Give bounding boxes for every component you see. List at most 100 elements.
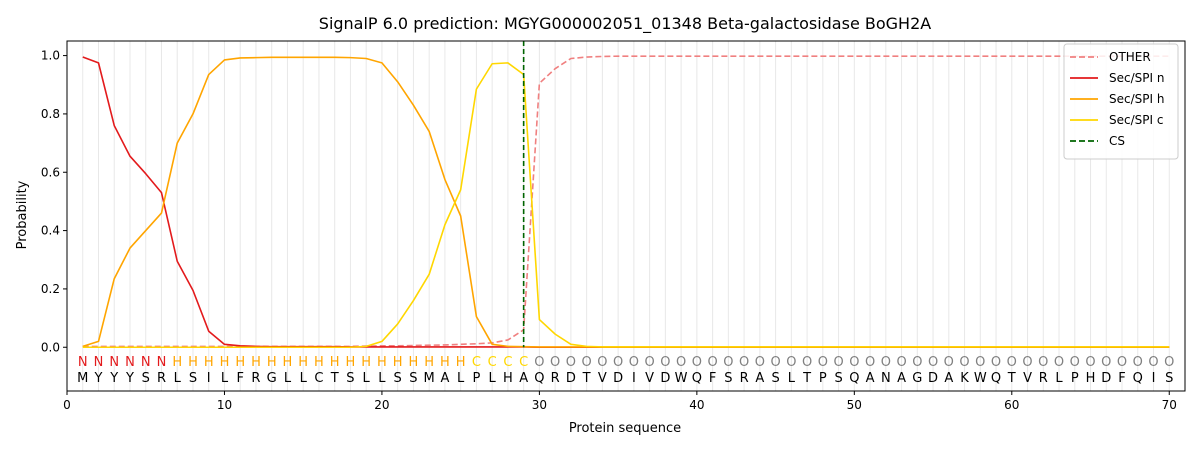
region-label: O [1054, 355, 1064, 370]
region-label: H [330, 355, 340, 370]
y-tick-label: 0.0 [41, 340, 60, 354]
residue-label: Y [94, 371, 103, 386]
residue-label: V [598, 371, 607, 386]
legend-box [1063, 43, 1179, 160]
plot-frame [66, 40, 1186, 392]
region-label: H [424, 355, 434, 370]
residue-label: L [300, 371, 308, 386]
region-label: O [959, 355, 969, 370]
region-label: O [1117, 355, 1127, 370]
residue-label: L [378, 371, 386, 386]
region-label: H [298, 355, 308, 370]
region-label: H [456, 355, 466, 370]
region-label: H [346, 355, 356, 370]
region-label: O [849, 355, 859, 370]
region-label: C [488, 355, 497, 370]
residue-label: Q [534, 371, 544, 386]
x-tick-label: 20 [374, 398, 389, 412]
sequence-layer: NMNYNYNYNSNRHLHSHIHLHFHRHGHLHLHCHTHSHLHL… [77, 355, 1174, 386]
region-label: C [519, 355, 528, 370]
region-label: H [393, 355, 403, 370]
residue-label: A [519, 371, 528, 386]
residue-label: Q [1133, 371, 1143, 386]
region-label: O [597, 355, 607, 370]
residue-label: S [142, 371, 150, 386]
region-label: O [723, 355, 733, 370]
region-label: O [991, 355, 1001, 370]
series-layer [82, 41, 1170, 349]
residue-label: N [881, 371, 891, 386]
region-label: O [770, 355, 780, 370]
region-label: C [503, 355, 512, 370]
region-label: O [1038, 355, 1048, 370]
residue-label: S [346, 371, 354, 386]
residue-label: Q [991, 371, 1001, 386]
residue-label: A [897, 371, 906, 386]
residue-label: M [77, 371, 88, 386]
residue-label: S [409, 371, 417, 386]
legend-label: OTHER [1109, 50, 1151, 64]
x-tick-label: 50 [847, 398, 862, 412]
region-label: O [896, 355, 906, 370]
residue-label: T [582, 371, 591, 386]
region-label: O [881, 355, 891, 370]
region-label: O [912, 355, 922, 370]
region-label: H [283, 355, 293, 370]
residue-label: S [189, 371, 197, 386]
region-label: O [755, 355, 765, 370]
region-label: O [707, 355, 717, 370]
residue-label: P [1071, 371, 1079, 386]
region-label: H [440, 355, 450, 370]
residue-label: P [819, 371, 827, 386]
x-tick-label: 40 [689, 398, 704, 412]
legend-label: CS [1109, 134, 1125, 148]
region-label: N [157, 355, 167, 370]
region-label: O [692, 355, 702, 370]
residue-label: L [457, 371, 465, 386]
region-label: H [172, 355, 182, 370]
residue-label: T [1007, 371, 1016, 386]
region-label: O [1085, 355, 1095, 370]
residue-label: T [802, 371, 811, 386]
region-label: O [1164, 355, 1174, 370]
residue-label: F [1118, 371, 1125, 386]
region-label: H [235, 355, 245, 370]
residue-label: T [330, 371, 339, 386]
residue-label: A [755, 371, 764, 386]
region-label: O [1148, 355, 1158, 370]
region-label: O [1070, 355, 1080, 370]
region-label: H [377, 355, 387, 370]
legend-label: Sec/SPI h [1109, 92, 1164, 106]
x-tick-label: 0 [63, 398, 71, 412]
residue-label: S [834, 371, 842, 386]
region-label: O [582, 355, 592, 370]
grid-layer [82, 41, 1170, 391]
residue-label: D [613, 371, 623, 386]
residue-label: L [1055, 371, 1063, 386]
region-label: O [613, 355, 623, 370]
region-label: O [1101, 355, 1111, 370]
residue-label: R [1039, 371, 1048, 386]
y-tick-label: 0.4 [41, 224, 60, 238]
residue-label: A [944, 371, 953, 386]
residue-label: L [221, 371, 229, 386]
residue-label: K [960, 371, 969, 386]
region-label: O [928, 355, 938, 370]
residue-label: F [236, 371, 243, 386]
region-label: O [550, 355, 560, 370]
residue-label: L [489, 371, 497, 386]
residue-label: M [424, 371, 435, 386]
residue-label: I [1152, 371, 1156, 386]
region-label: O [786, 355, 796, 370]
region-label: N [94, 355, 104, 370]
region-label: H [251, 355, 261, 370]
region-label: O [660, 355, 670, 370]
legend: OTHER Sec/SPI n Sec/SPI h Sec/SPI c CS [1063, 43, 1179, 160]
residue-label: L [363, 371, 371, 386]
residue-label: Y [125, 371, 134, 386]
region-label: C [472, 355, 481, 370]
legend-label: Sec/SPI c [1109, 113, 1163, 127]
residue-label: R [157, 371, 166, 386]
residue-label: Y [109, 371, 118, 386]
region-label: O [818, 355, 828, 370]
